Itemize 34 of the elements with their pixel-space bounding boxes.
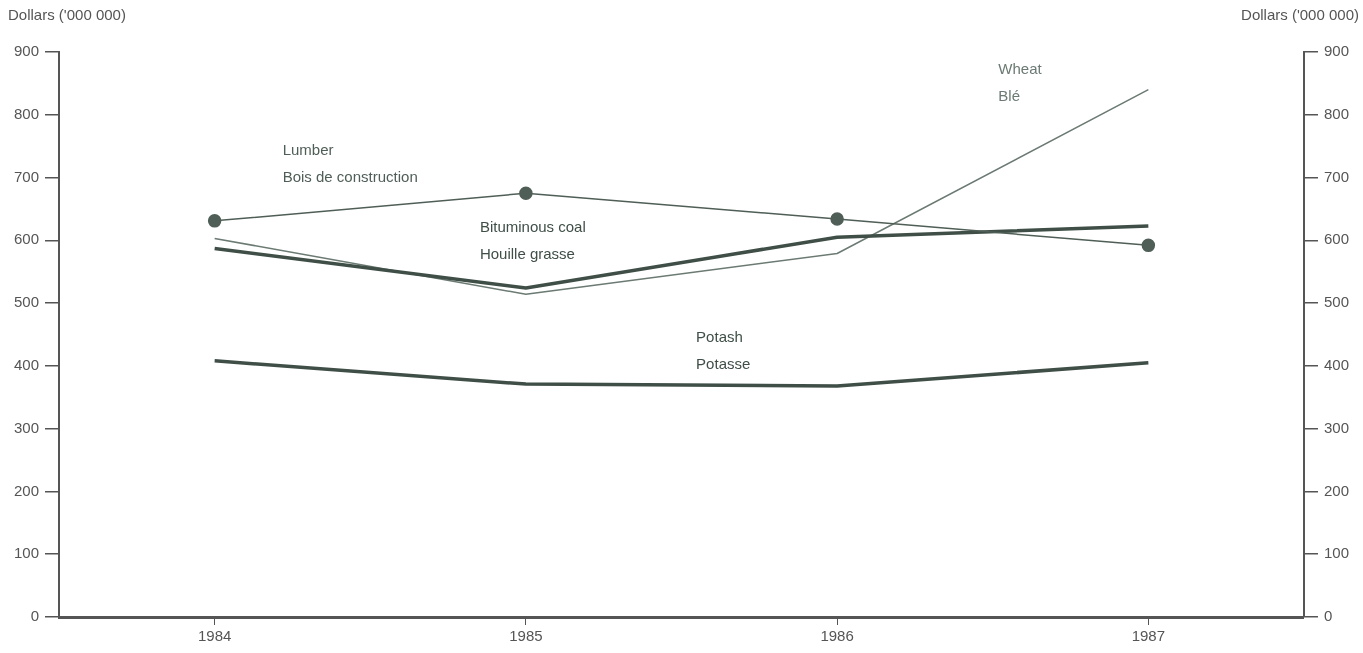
point bbox=[1141, 238, 1156, 253]
point bbox=[830, 212, 844, 226]
series-label: Potash Potasse bbox=[696, 328, 751, 373]
series-label: Bituminous coal Houille grasse bbox=[479, 218, 586, 263]
y2-tick-label: 300 bbox=[1323, 418, 1349, 436]
y2-tick-label: 400 bbox=[1323, 356, 1349, 374]
y-tick-label: 100 bbox=[14, 544, 40, 562]
y2-tick-label: 200 bbox=[1323, 481, 1349, 499]
series-label: Lumber Bois de construction bbox=[282, 141, 418, 186]
y-tick-label: 800 bbox=[14, 104, 40, 122]
x-tick-label: 1984 bbox=[197, 627, 232, 645]
y2-axis-title: Dollars ('000 000) bbox=[1241, 6, 1359, 24]
y2-tick-label: 700 bbox=[1323, 167, 1349, 185]
y2-tick-label: 100 bbox=[1323, 544, 1349, 562]
y-tick-label: 300 bbox=[14, 418, 40, 436]
point bbox=[519, 186, 533, 200]
x-tick-label: 1987 bbox=[1131, 627, 1166, 645]
y2-tick-label: 0 bbox=[1323, 607, 1333, 625]
x-tick-label: 1986 bbox=[820, 627, 854, 645]
y-tick-label: 700 bbox=[14, 167, 40, 185]
y2-tick-label: 500 bbox=[1323, 293, 1349, 311]
y-tick-label: 400 bbox=[14, 356, 40, 374]
point bbox=[207, 214, 222, 228]
y2-tick-label: 800 bbox=[1323, 104, 1349, 122]
text: Wheat Blé bbox=[998, 59, 1043, 104]
x-tick-label: 1985 bbox=[509, 627, 543, 645]
y2-tick-label: 600 bbox=[1323, 230, 1349, 248]
y-tick-label: 500 bbox=[14, 293, 40, 311]
y-tick-label: 200 bbox=[14, 481, 40, 499]
y-tick-label: 900 bbox=[14, 42, 40, 60]
y-tick-label: 600 bbox=[14, 230, 40, 248]
y-axis-title: Dollars ('000 000) bbox=[8, 6, 126, 24]
y2-tick-label: 900 bbox=[1323, 42, 1349, 60]
y-tick-label: 0 bbox=[30, 607, 40, 625]
